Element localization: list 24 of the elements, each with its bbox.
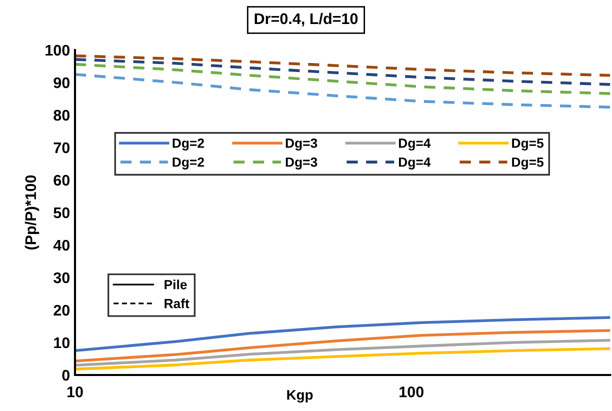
y-tick-label: 80 (54, 110, 70, 121)
annotation: Pile (164, 280, 187, 290)
y-tick-label: 30 (54, 272, 70, 284)
annotation: Raft (164, 298, 190, 308)
legend-label: Dg=5 (512, 138, 544, 151)
y-tick-label: 100 (46, 44, 70, 56)
y-tick-label: 10 (54, 337, 70, 348)
legend-label: Dg=4 (398, 158, 431, 170)
y-tick-label: 20 (54, 304, 70, 316)
y-tick-label: 40 (53, 240, 70, 251)
x-axis-title: Kgp (287, 390, 313, 403)
legend-label: Dg=2 (172, 138, 204, 151)
y-tick-label: 60 (54, 174, 70, 186)
chart-title: Dr=0.4, L/d=10 (254, 12, 358, 26)
y-axis-title: (Pp/P)*100 (24, 175, 40, 250)
legend-label: Dg=5 (512, 158, 544, 170)
legend-label: Dg=3 (286, 157, 318, 170)
y-tick-label: 50 (54, 207, 70, 218)
y-tick-label: 70 (54, 142, 70, 154)
legend-label: Dg=3 (286, 138, 318, 151)
y-tick-label: 0 (62, 370, 70, 381)
legend-label: Dg=2 (172, 157, 204, 170)
y-tick-label: 90 (54, 77, 70, 88)
legend-label: Dg=4 (398, 138, 431, 151)
